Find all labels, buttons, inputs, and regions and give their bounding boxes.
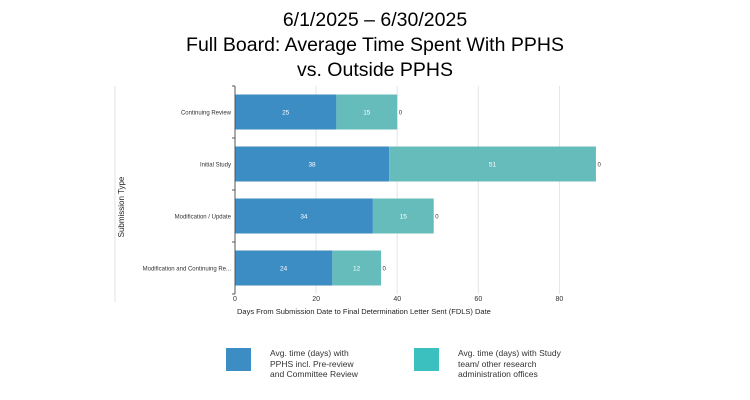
bar-segment-pphs — [235, 146, 390, 182]
y-axis-title: Submission Type — [117, 176, 126, 237]
data-label: 38 — [308, 162, 316, 169]
data-label: 51 — [489, 162, 497, 169]
category-label: Modification and Continuing Re... — [143, 267, 232, 273]
x-tick-label: 60 — [474, 296, 482, 303]
data-label: 34 — [300, 214, 308, 221]
title-line-main: Full Board: Average Time Spent With PPHS — [186, 34, 564, 56]
bar-segment-study-team — [336, 94, 398, 130]
bar-end-label: 0 — [435, 215, 439, 221]
category-label: Continuing Review — [181, 111, 232, 117]
data-label: 24 — [280, 266, 288, 273]
bar-end-label: 0 — [383, 267, 387, 273]
legend-item-pphs: Avg. time (days) with PPHS incl. Pre-rev… — [226, 348, 366, 380]
title-line-sub: vs. Outside PPHS — [296, 59, 454, 81]
legend-swatch-pphs — [226, 348, 251, 371]
x-tick-label: 40 — [393, 296, 401, 303]
legend-label-pphs: Avg. time (days) with PPHS incl. Pre-rev… — [270, 348, 358, 379]
bar-end-label: 0 — [597, 163, 601, 169]
bar-segment-study-team — [332, 250, 381, 286]
category-label: Initial Study — [200, 163, 231, 169]
data-label: 25 — [282, 110, 290, 117]
bar-segment-study-team — [372, 198, 434, 234]
legend-swatch-study-team — [414, 348, 439, 371]
bar-segment-pphs — [235, 94, 337, 130]
bar-segment-pphs — [235, 250, 333, 286]
bar-segment-study-team — [389, 146, 596, 182]
data-label: 12 — [353, 266, 361, 273]
x-axis-title: Days From Submission Date to Final Deter… — [237, 307, 491, 316]
data-label: 15 — [363, 110, 371, 117]
legend-label-study-team: Avg. time (days) with Study team/ other … — [458, 348, 561, 379]
category-label: Modification / Update — [175, 215, 232, 221]
chart-title: 6/1/2025 – 6/30/2025 Full Board: Average… — [0, 8, 750, 83]
bar-segment-pphs — [235, 198, 373, 234]
x-tick-label: 80 — [556, 296, 564, 303]
bar-end-label: 0 — [399, 111, 403, 117]
data-label: 15 — [400, 214, 408, 221]
x-tick-label: 20 — [312, 296, 320, 303]
title-line-dates: 6/1/2025 – 6/30/2025 — [282, 9, 468, 31]
x-tick-label: 0 — [233, 296, 237, 303]
legend-item-study-team: Avg. time (days) with Study team/ other … — [414, 348, 568, 380]
